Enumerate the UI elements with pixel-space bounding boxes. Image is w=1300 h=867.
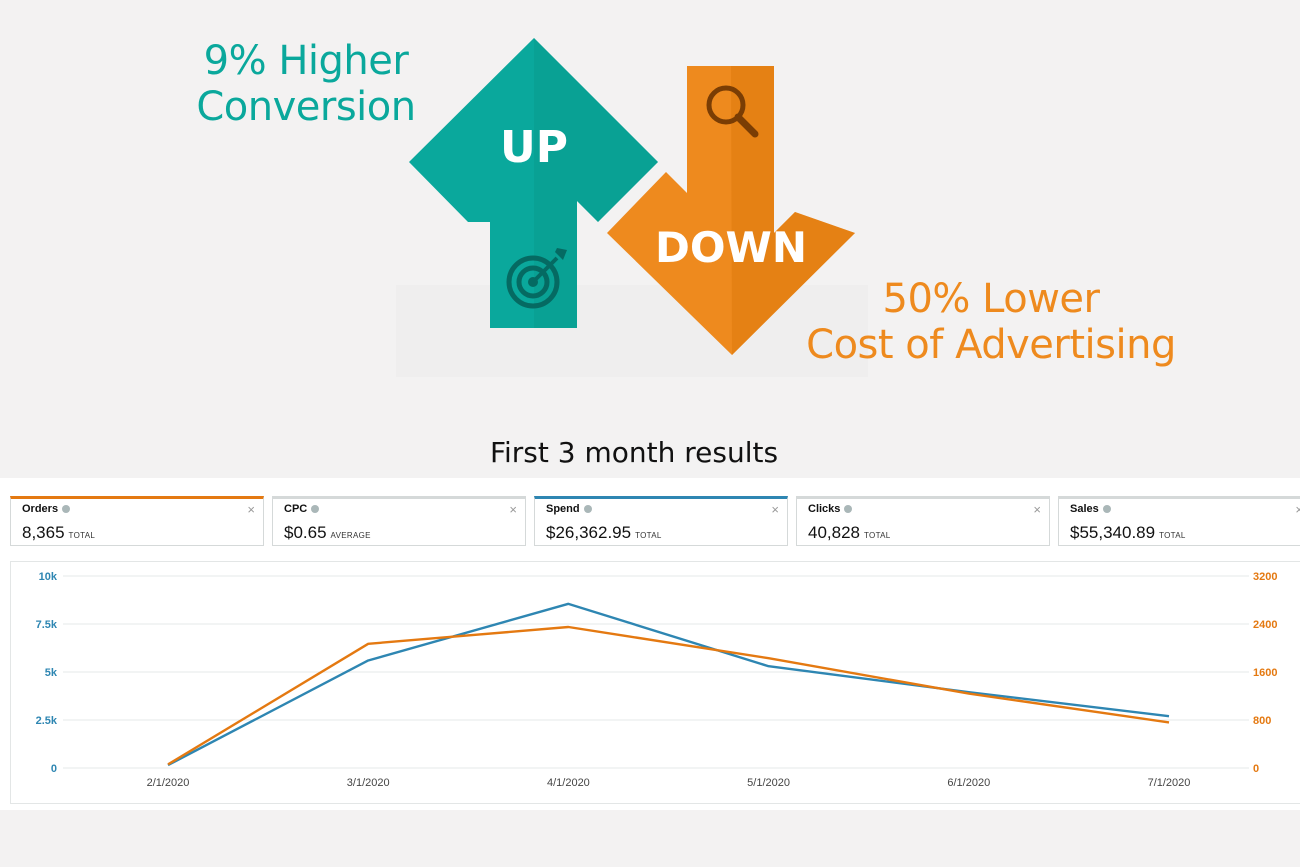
metric-value-text: 40,828 — [808, 523, 860, 542]
x-tick-label: 3/1/2020 — [347, 777, 390, 789]
down-arrow: DOWN — [607, 66, 855, 355]
metric-title: CPC — [284, 503, 320, 515]
info-icon[interactable] — [62, 505, 71, 514]
metric-value-text: $55,340.89 — [1070, 523, 1156, 542]
metric-value: $26,362.95 TOTAL — [546, 523, 662, 543]
metric-card-cpc[interactable]: CPC $0.65 AVERAGE × — [272, 496, 526, 546]
metric-title-text: CPC — [284, 503, 308, 515]
metric-suffix: TOTAL — [68, 531, 96, 540]
info-icon[interactable] — [311, 505, 320, 514]
metric-value-text: 8,365 — [22, 523, 65, 542]
metric-title-text: Spend — [546, 503, 580, 515]
metric-suffix: TOTAL — [864, 531, 891, 540]
metric-card-orders[interactable]: Orders 8,365 TOTAL × — [10, 496, 264, 546]
x-tick-label: 7/1/2020 — [1148, 777, 1191, 789]
magnifier-icon — [706, 85, 759, 138]
y-right-tick-label: 800 — [1253, 715, 1271, 727]
conversion-line-1: 9% Higher — [203, 38, 409, 84]
metric-card-spend[interactable]: Spend $26,362.95 TOTAL × — [534, 496, 788, 546]
dashboard-panel: Orders 8,365 TOTAL × CPC $0.65 AVERAGE × Spend $2… — [0, 478, 1300, 810]
metric-suffix: AVERAGE — [330, 531, 371, 540]
x-tick-label: 2/1/2020 — [147, 777, 190, 789]
metric-card-clicks[interactable]: Clicks 40,828 TOTAL × — [796, 496, 1050, 546]
advertising-line-2: Cost of Advertising — [806, 322, 1176, 368]
x-tick-label: 4/1/2020 — [547, 777, 590, 789]
metric-suffix: TOTAL — [635, 531, 662, 540]
chart-svg: 0 0 2.5k 800 5k 1600 7.5k 2400 10k 3200 2/1/2020 3/… — [36, 571, 1278, 789]
metric-value: $55,340.89 TOTAL — [1070, 523, 1186, 543]
metric-value: 40,828 TOTAL — [808, 523, 891, 543]
series-line-orders — [167, 625, 1170, 766]
conversion-line-2: Conversion — [196, 84, 416, 130]
y-right-tick-label: 1600 — [1253, 667, 1277, 679]
metric-value: $0.65 AVERAGE — [284, 523, 371, 543]
metric-title: Spend — [546, 503, 592, 515]
metric-title: Clicks — [808, 503, 853, 515]
up-arrow: UP — [409, 38, 658, 328]
metric-card-sales[interactable]: Sales $55,340.89 TOTAL × — [1058, 496, 1300, 546]
results-title: First 3 month results — [489, 436, 779, 469]
info-icon[interactable] — [844, 505, 853, 514]
metric-title: Orders — [22, 503, 71, 515]
y-left-tick-label: 2.5k — [36, 715, 58, 727]
up-arrow-label: UP — [500, 122, 568, 173]
metric-title: Sales — [1070, 503, 1111, 515]
down-arrow-label: DOWN — [655, 223, 807, 272]
close-icon[interactable]: × — [247, 502, 255, 517]
x-tick-label: 5/1/2020 — [747, 777, 790, 789]
y-left-tick-label: 5k — [45, 667, 58, 679]
target-icon — [506, 248, 567, 309]
arrows-backdrop — [396, 285, 868, 377]
x-tick-label: 6/1/2020 — [947, 777, 990, 789]
y-left-tick-label: 10k — [39, 571, 58, 583]
arrows-graphic: UP DOWN — [396, 38, 868, 377]
close-icon[interactable]: × — [1295, 502, 1300, 517]
metric-value-text: $26,362.95 — [546, 523, 632, 542]
close-icon[interactable]: × — [509, 502, 517, 517]
metric-title-text: Orders — [22, 503, 59, 515]
metric-value-text: $0.65 — [284, 523, 327, 542]
y-left-tick-label: 7.5k — [36, 619, 58, 631]
metric-value: 8,365 TOTAL — [22, 523, 95, 543]
metric-suffix: TOTAL — [1159, 531, 1186, 540]
series-line-spend — [167, 602, 1170, 767]
y-left-tick-label: 0 — [51, 763, 57, 775]
metric-title-text: Sales — [1070, 503, 1099, 515]
conversion-headline: 9% Higher Conversion — [196, 38, 416, 130]
close-icon[interactable]: × — [771, 502, 779, 517]
info-icon[interactable] — [1102, 505, 1111, 514]
y-right-tick-label: 3200 — [1253, 571, 1277, 583]
advertising-line-1: 50% Lower — [882, 276, 1100, 322]
info-icon[interactable] — [583, 505, 592, 514]
y-right-tick-label: 0 — [1253, 763, 1259, 775]
metric-title-text: Clicks — [808, 503, 841, 515]
performance-chart: 0 0 2.5k 800 5k 1600 7.5k 2400 10k 3200 2/1/2020 3/… — [10, 561, 1300, 804]
y-right-tick-label: 2400 — [1253, 619, 1277, 631]
close-icon[interactable]: × — [1033, 502, 1041, 517]
advertising-headline: 50% Lower Cost of Advertising — [806, 276, 1176, 368]
hero-graphic: 9% Higher Conversion UP DOWN — [0, 0, 1300, 420]
